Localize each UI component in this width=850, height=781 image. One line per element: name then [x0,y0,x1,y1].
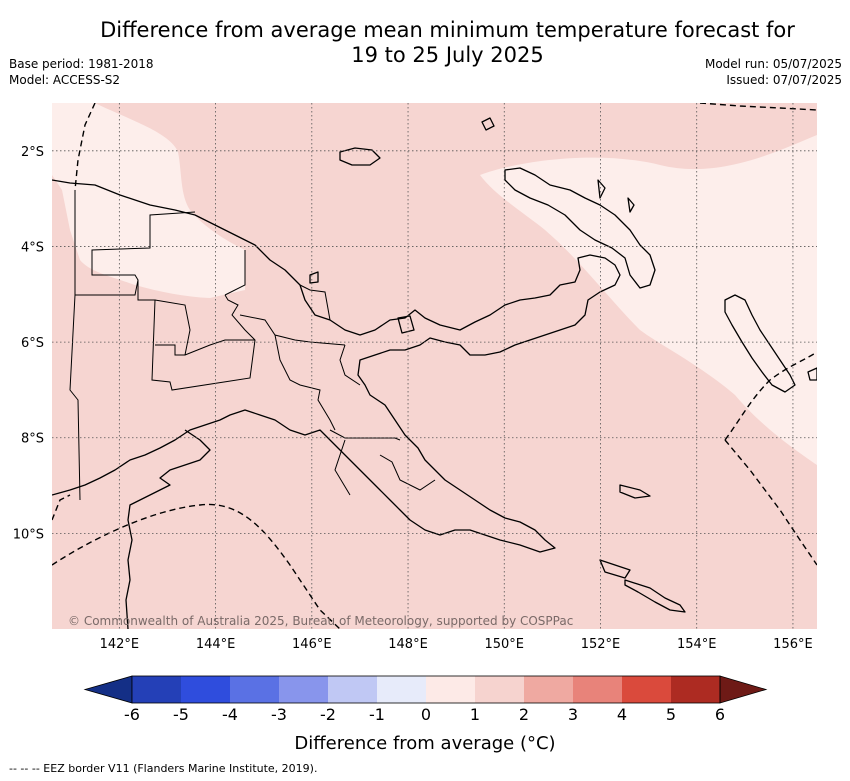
colorbar-tick: -1 [369,705,385,724]
sandaun-border [75,211,196,296]
issued-date: Issued: 07/07/2025 [726,73,842,87]
eez-south-west [52,494,71,521]
morobe-border [299,284,361,386]
colorbar-tick: -2 [320,705,336,724]
colorbar-tick: 6 [715,705,725,724]
colorbar-cell-10 [622,676,671,703]
map-title: Difference from average mean minimum tem… [0,18,850,68]
lat-tick-label: 6°S [21,336,44,351]
manus-coastline [339,147,381,166]
lat-tick-label: 8°S [21,432,44,447]
new-ireland-coastline [597,179,635,213]
gridlines [52,103,817,629]
new-guinea-coastline [52,179,621,553]
colorbar-cell-3 [279,676,328,703]
torres-strait-coast [125,429,211,629]
copyright-credit: © Commonwealth of Australia 2025, Bureau… [68,614,573,628]
pg-id-border [69,190,81,501]
colorbar-cell-7 [475,676,524,703]
latitude-tick-labels: 2°S 4°S 6°S 8°S 10°S [13,145,44,543]
eez-footnote: -- -- -- EEZ border V11 (Flanders Marine… [9,762,318,775]
colorbar-cell-6 [426,676,475,703]
colorbar-tick-labels: -6 -5 -4 -3 -2 -1 0 1 2 3 4 5 6 [124,705,725,724]
title-line-2: 19 to 25 July 2025 [351,43,544,67]
longitude-tick-labels: 142°E 144°E 146°E 148°E 150°E 152°E 154°E 156°E [100,637,813,652]
colorbar-cell-1 [181,676,230,703]
colorbar-cell-0 [132,676,181,703]
colorbar-extend-low [83,675,133,704]
eez-east-south [724,439,817,566]
colorbar-tick: -6 [124,705,140,724]
eez-west [74,103,96,191]
lon-tick-label: 146°E [292,637,332,652]
colorbar-cell-8 [524,676,573,703]
lon-tick-label: 144°E [196,637,236,652]
lat-tick-label: 4°S [21,240,44,255]
eez-north-east [699,103,817,111]
islands-north [309,117,817,381]
colorbar-tick: -3 [271,705,287,724]
model-run: Model run: 05/07/2025 [704,57,842,71]
colorbar-cell-2 [230,676,279,703]
lon-tick-label: 142°E [100,637,140,652]
province-borders [69,190,436,501]
colorbar-tick: -5 [173,705,189,724]
colorbar-cell-11 [671,676,720,703]
colorbar-extend-high [719,675,768,704]
lat-tick-label: 2°S [21,145,44,160]
model-name: Model: ACCESS-S2 [9,73,121,87]
bougainville-coastline [724,294,796,393]
highlands-borders [154,250,346,431]
title-line-1: Difference from average mean minimum tem… [100,18,795,42]
lon-tick-label: 148°E [388,637,428,652]
colorbar-tick: 0 [421,705,431,724]
milne-bay-islands [599,484,686,613]
colorbar-label: Difference from average (°C) [294,733,555,754]
lon-tick-label: 154°E [677,637,717,652]
colorbar-cell-4 [328,676,377,703]
meta-left: Base period: 1981-2018 Model: ACCESS-S2 [9,56,154,88]
colorbar-tick: 2 [519,705,529,724]
eez-east [724,351,817,441]
colorbar-tick: 5 [666,705,676,724]
lon-tick-label: 156°E [773,637,813,652]
lat-tick-label: 10°S [13,527,44,542]
colorbar-cells [83,675,768,704]
eez-borders [52,103,817,629]
central-province-border [329,429,436,496]
colorbar-cell-9 [573,676,622,703]
forecast-map: © Commonwealth of Australia 2025, Bureau… [13,103,817,652]
map-layers: © Commonwealth of Australia 2025, Bureau… [52,103,817,629]
lon-tick-label: 150°E [484,637,524,652]
colorbar-cell-5 [377,676,426,703]
colorbar-tick: 4 [617,705,627,724]
lon-tick-label: 152°E [581,637,621,652]
coastlines [52,117,817,629]
colorbar-frame [131,675,721,704]
base-period: Base period: 1981-2018 [9,57,154,71]
colorbar-tick: -4 [222,705,238,724]
new-britain-coastline [504,167,656,289]
meta-right: Model run: 05/07/2025 Issued: 07/07/2025 [705,56,842,88]
colorbar-tick: 3 [568,705,578,724]
colorbar-tick: 1 [470,705,480,724]
eez-south [52,503,341,629]
anomaly-region-0-1-east [480,135,817,465]
